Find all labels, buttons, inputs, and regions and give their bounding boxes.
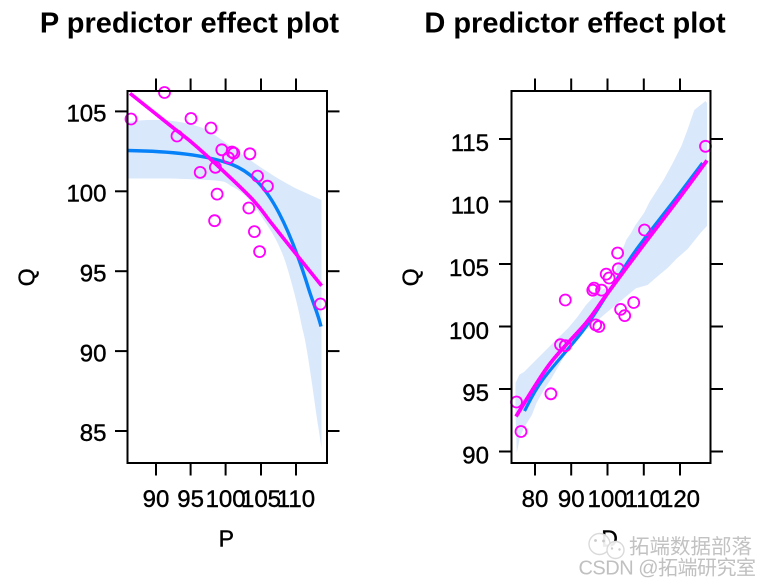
svg-text:105: 105: [449, 255, 489, 282]
svg-text:100: 100: [206, 486, 246, 513]
svg-text:Q: Q: [14, 268, 40, 286]
svg-text:95: 95: [462, 380, 489, 407]
svg-text:CSDN @拓端研究室: CSDN @拓端研究室: [578, 557, 755, 580]
svg-text:110: 110: [625, 486, 663, 513]
svg-text:85: 85: [80, 420, 107, 447]
svg-text:105: 105: [66, 101, 106, 128]
svg-text:Q: Q: [398, 268, 424, 286]
svg-text:P predictor effect plot: P predictor effect plot: [40, 7, 340, 39]
svg-text:80: 80: [522, 486, 549, 513]
svg-text:105: 105: [241, 486, 281, 513]
svg-text:90: 90: [143, 486, 170, 513]
svg-text:90: 90: [80, 340, 107, 367]
svg-text:100: 100: [66, 181, 106, 208]
svg-text:100: 100: [587, 486, 627, 513]
svg-text:90: 90: [558, 486, 585, 513]
svg-text:110: 110: [451, 193, 489, 220]
svg-text:P: P: [219, 526, 234, 552]
svg-text:110: 110: [277, 486, 315, 513]
svg-text:100: 100: [449, 318, 489, 345]
svg-text:115: 115: [451, 130, 489, 157]
svg-text:95: 95: [80, 260, 107, 287]
svg-text:拓端数据部落: 拓端数据部落: [629, 536, 752, 559]
svg-text:95: 95: [177, 486, 204, 513]
svg-text:D predictor effect plot: D predictor effect plot: [424, 7, 726, 39]
svg-text:90: 90: [462, 443, 489, 470]
svg-text:120: 120: [660, 486, 700, 513]
